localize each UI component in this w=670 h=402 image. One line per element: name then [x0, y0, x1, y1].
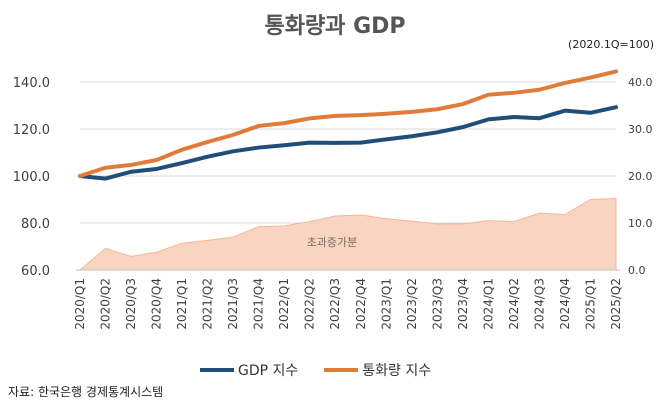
legend: GDP 지수 통화량 지수 [200, 360, 431, 380]
right-axis-tick-label: 0.0 [628, 264, 646, 277]
legend-swatch-gdp [200, 368, 234, 372]
left-axis-tick-label: 60.0 [21, 264, 50, 279]
x-axis-tick-label: 2020/Q1 [73, 278, 87, 330]
right-axis-tick-label: 40.0 [628, 76, 653, 89]
x-axis-tick-label: 2023/Q4 [456, 278, 470, 330]
x-axis-tick-label: 2021/Q1 [175, 278, 189, 330]
x-axis-tick-label: 2024/Q3 [532, 278, 546, 330]
x-axis-tick-label: 2022/Q2 [303, 278, 317, 330]
left-axis-tick-label: 120.0 [13, 123, 50, 138]
x-axis-tick-label: 2021/Q4 [252, 278, 266, 330]
x-axis-tick-label: 2021/Q2 [201, 278, 215, 330]
x-axis-tick-label: 2024/Q1 [481, 278, 495, 330]
line-series-money-supply [78, 69, 618, 178]
x-axis-tick-label: 2023/Q2 [405, 278, 419, 330]
right-axis-tick-label: 30.0 [628, 123, 653, 136]
legend-swatch-money-supply [324, 368, 359, 372]
x-axis-tick-label: 2025/Q2 [609, 278, 623, 330]
x-axis-tick-label: 2022/Q3 [328, 278, 342, 330]
left-axis-tick-label: 80.0 [21, 217, 50, 232]
line-series-gdp [78, 105, 618, 181]
x-axis-tick-label: 2020/Q4 [150, 278, 164, 330]
area-series-excess [78, 198, 617, 271]
base-note: (2020.1Q=100) [568, 38, 654, 51]
area-label: 초과증가분 [307, 236, 358, 249]
legend-item-money-supply: 통화량 지수 [324, 360, 431, 380]
x-axis-tick-label: 2022/Q4 [354, 278, 368, 330]
x-axis-tick-label: 2024/Q2 [507, 278, 521, 330]
legend-label-money-supply: 통화량 지수 [362, 363, 432, 379]
x-axis-tick-label: 2024/Q4 [558, 278, 572, 330]
x-axis-tick-label: 2020/Q3 [124, 278, 138, 330]
x-axis-tick-label: 2021/Q3 [226, 278, 240, 330]
x-axis-tick-label: 2022/Q1 [277, 278, 291, 330]
right-axis-tick-label: 20.0 [628, 170, 653, 183]
x-axis-tick-label: 2025/Q1 [583, 278, 597, 330]
legend-label-gdp: GDP 지수 [238, 363, 299, 379]
right-axis-tick-label: 10.0 [628, 217, 653, 230]
x-axis-tick-label: 2023/Q3 [430, 278, 444, 330]
legend-item-gdp: GDP 지수 [200, 360, 298, 380]
chart-title: 통화량과 GDP [264, 14, 406, 39]
source-note: 자료: 한국은행 경제통계시스템 [8, 385, 164, 399]
left-axis-tick-label: 140.0 [13, 76, 50, 91]
x-axis-tick-label: 2020/Q2 [99, 278, 113, 330]
left-axis-tick-label: 100.0 [13, 170, 50, 185]
x-axis-tick-label: 2023/Q1 [379, 278, 393, 330]
